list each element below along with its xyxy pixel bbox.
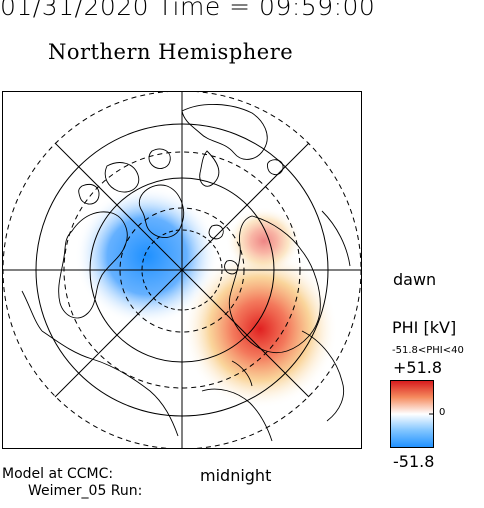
colorbar-max-label: +51.8: [393, 358, 443, 377]
model-credit-line1: Model at CCMC:: [2, 466, 114, 482]
model-credit-line2: Weimer_05 Run:: [28, 483, 143, 499]
midnight-label: midnight: [200, 466, 272, 485]
positive-potential-cell: [182, 249, 338, 409]
colorbar-range-text: -51.8<PHI<40: [392, 345, 464, 356]
colorbar-min-label: -51.8: [393, 452, 435, 471]
longitude-grid: [2, 91, 362, 449]
colorbar: [390, 380, 434, 448]
hemisphere-title: Northern Hemisphere: [48, 40, 294, 64]
coastlines: [21, 103, 351, 442]
colorbar-zero-label: 0: [439, 407, 446, 418]
dawn-label: dawn: [393, 270, 437, 289]
colorbar-title: PHI [kV]: [392, 318, 457, 337]
timestamp: 01/31/2020 Time = 09:59:00: [0, 0, 376, 21]
polar-potential-map: [2, 91, 362, 449]
